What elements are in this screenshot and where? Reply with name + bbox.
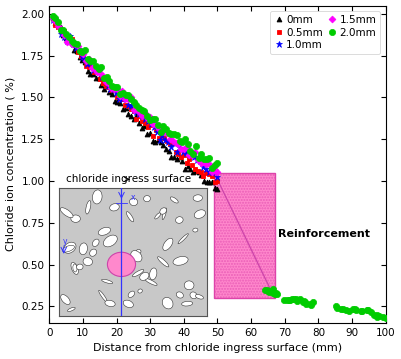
Text: Reinforcement: Reinforcement — [278, 229, 370, 239]
Y-axis label: Chloride ion concentration ( %): Chloride ion concentration ( %) — [6, 77, 16, 251]
Bar — [214, 173, 275, 298]
Text: chloride ingress surface: chloride ingress surface — [66, 174, 191, 184]
X-axis label: Distance from chloride ingress surface (mm): Distance from chloride ingress surface (… — [93, 344, 342, 354]
Bar — [214, 173, 275, 298]
Legend: 0mm, 0.5mm, 1.0mm, 1.5mm, 2.0mm: 0mm, 0.5mm, 1.0mm, 1.5mm, 2.0mm — [270, 11, 381, 54]
